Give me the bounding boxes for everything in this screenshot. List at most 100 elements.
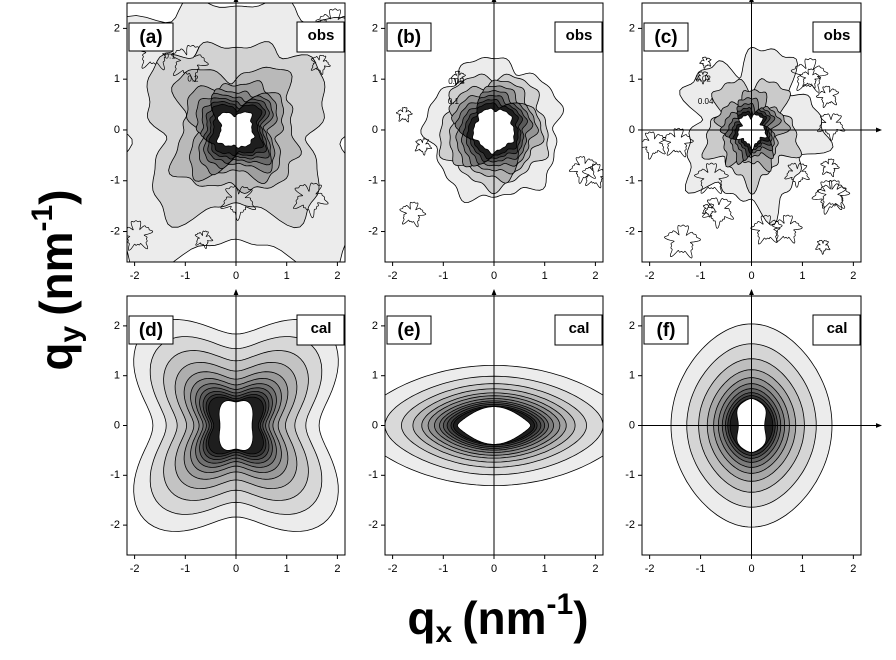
- y-tick-label: 2: [629, 320, 635, 332]
- x-tick-label: 2: [850, 563, 856, 575]
- y-tick-label: -1: [625, 175, 635, 187]
- panel-tag: obs: [566, 27, 593, 44]
- noise-contour: [699, 56, 712, 69]
- panel-label: (c): [654, 27, 677, 48]
- tag-box: [554, 21, 603, 53]
- noise-contour: [664, 224, 701, 259]
- x-tick-label: 2: [334, 563, 340, 575]
- y-tick-label: 1: [629, 370, 635, 382]
- y-tick-label: 2: [372, 320, 378, 332]
- noise-contour: [414, 138, 433, 156]
- x-axis-label: qx (nm-1): [407, 588, 588, 649]
- panel-label: (e): [397, 320, 420, 341]
- y-tick-label: 0: [114, 124, 120, 136]
- y-tick-label: -2: [110, 519, 120, 531]
- y-tick-label: 0: [114, 419, 120, 431]
- x-tick-label: 1: [284, 270, 290, 282]
- y-tick-label: 2: [372, 22, 378, 34]
- y-tick-label: -2: [625, 225, 635, 237]
- panel-label: (d): [139, 320, 163, 341]
- y-tick-label: 2: [629, 22, 635, 34]
- panel-label: (a): [139, 27, 162, 48]
- noise-contour: [310, 54, 331, 75]
- y-tick-label: 0: [372, 124, 378, 136]
- panel: 0.1 0.2 -2 -1 0 1 2 -2 -1 0 1 2 (a) obs: [110, 0, 346, 282]
- label-box: [128, 22, 174, 52]
- x-tick-label: 0: [491, 563, 497, 575]
- x-tick-label: -1: [696, 563, 706, 575]
- y-tick-label: -1: [110, 175, 120, 187]
- y-tick-label: 0: [629, 124, 635, 136]
- panel: -2 -1 0 1 2 -2 -1 0 1 2 (e) cal: [368, 289, 604, 575]
- y-tick-label: 2: [114, 22, 120, 34]
- x-tick-label: -2: [388, 270, 398, 282]
- x-tick-label: 0: [491, 270, 497, 282]
- panel: 0.05 0.1 -2 -1 0 1 2 -2 -1 0 1 2 (b) obs: [368, 0, 604, 282]
- y-tick-label: -1: [368, 175, 378, 187]
- x-tick-label: 1: [799, 563, 805, 575]
- noise-contour: [820, 158, 840, 178]
- panel-label: (b): [397, 27, 421, 48]
- y-tick-label: -1: [368, 469, 378, 481]
- y-tick-label: 0: [629, 419, 635, 431]
- noise-contour: [815, 239, 831, 255]
- noise-contour: [790, 58, 829, 93]
- x-tick-label: -2: [130, 270, 140, 282]
- y-tick-label: -1: [110, 469, 120, 481]
- panel-tag: obs: [824, 27, 851, 44]
- panel-tag: cal: [827, 320, 848, 337]
- noise-contour: [194, 230, 214, 250]
- tag-box: [554, 314, 603, 346]
- panel: -2 -1 0 1 2 -2 -1 0 1 2 (f) cal: [625, 289, 882, 575]
- x-tick-label: -2: [645, 563, 655, 575]
- x-tick-label: -2: [130, 563, 140, 575]
- label-box: [128, 315, 174, 345]
- y-tick-label: -2: [625, 519, 635, 531]
- noise-contour: [293, 182, 329, 219]
- noise-contour: [799, 68, 822, 89]
- panel: 0.02 0.04 -2 -1 0 1 2 -2 -1 0 1 2 (c) obs: [625, 0, 882, 282]
- x-tick-label: 0: [233, 563, 239, 575]
- contours: [670, 323, 833, 528]
- y-tick-label: -2: [368, 519, 378, 531]
- contour-label: 0.1: [165, 51, 177, 60]
- label-box: [643, 22, 689, 52]
- panel-tag: obs: [308, 27, 335, 44]
- x-tick-label: -2: [645, 270, 655, 282]
- tag-box: [812, 314, 861, 346]
- noise-contour: [127, 220, 154, 251]
- tag-box: [296, 21, 345, 53]
- noise-contour: [450, 70, 466, 86]
- y-tick-label: 0: [372, 419, 378, 431]
- label-box: [386, 22, 432, 52]
- panel-tag: cal: [311, 320, 332, 337]
- x-tick-label: -1: [180, 270, 190, 282]
- x-tick-label: -1: [438, 270, 448, 282]
- y-tick-label: 2: [114, 320, 120, 332]
- x-tick-label: 1: [542, 270, 548, 282]
- tag-box: [812, 21, 861, 53]
- tag-box: [296, 314, 345, 346]
- noise-contour: [642, 131, 667, 160]
- noise-contour: [771, 214, 803, 244]
- x-tick-label: 2: [592, 270, 598, 282]
- y-tick-label: -1: [625, 469, 635, 481]
- contour-label: 0.2: [187, 74, 199, 83]
- x-tick-label: -1: [180, 563, 190, 575]
- noise-contour: [696, 71, 710, 85]
- contour-label: 0.04: [698, 97, 714, 106]
- noise-contour: [399, 201, 427, 228]
- center-hole: [472, 107, 515, 155]
- contour-label: 0.02: [695, 74, 711, 83]
- label-box: [643, 315, 689, 345]
- y-tick-label: -2: [368, 225, 378, 237]
- noise-contour: [693, 162, 729, 194]
- contours: 0.05 0.1: [396, 57, 603, 228]
- y-tick-label: 1: [372, 370, 378, 382]
- x-tick-label: 0: [748, 270, 754, 282]
- label-box: [386, 315, 432, 345]
- x-tick-label: -1: [438, 563, 448, 575]
- x-tick-label: 0: [748, 563, 754, 575]
- x-tick-label: 1: [284, 563, 290, 575]
